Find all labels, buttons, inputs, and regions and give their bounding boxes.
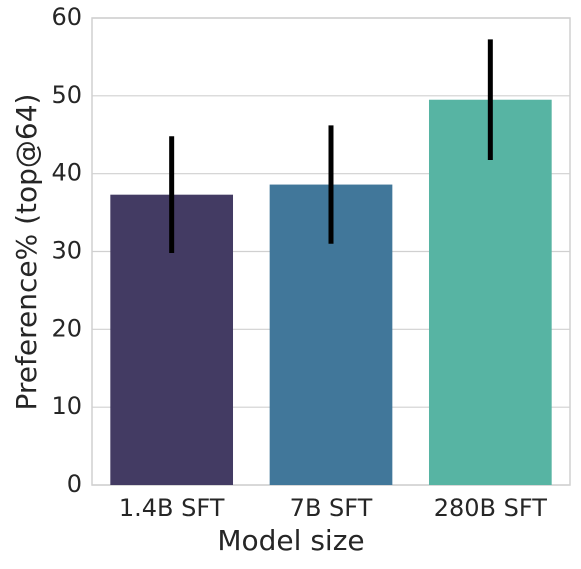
y-tick-label: 40 xyxy=(51,159,82,187)
y-tick-label: 50 xyxy=(51,81,82,109)
x-tick-label: 1.4B SFT xyxy=(119,494,225,522)
y-axis-label: Preference% (top@64) xyxy=(10,94,43,411)
bar xyxy=(428,99,552,485)
y-tick-label: 20 xyxy=(51,314,82,342)
y-tick-label: 30 xyxy=(51,237,82,265)
y-tick-label: 60 xyxy=(51,3,82,31)
y-tick-label: 0 xyxy=(67,470,82,498)
x-tick-label: 280B SFT xyxy=(434,494,548,522)
x-tick-label: 7B SFT xyxy=(290,494,373,522)
y-tick-label: 10 xyxy=(51,392,82,420)
x-axis-label: Model size xyxy=(217,524,364,557)
